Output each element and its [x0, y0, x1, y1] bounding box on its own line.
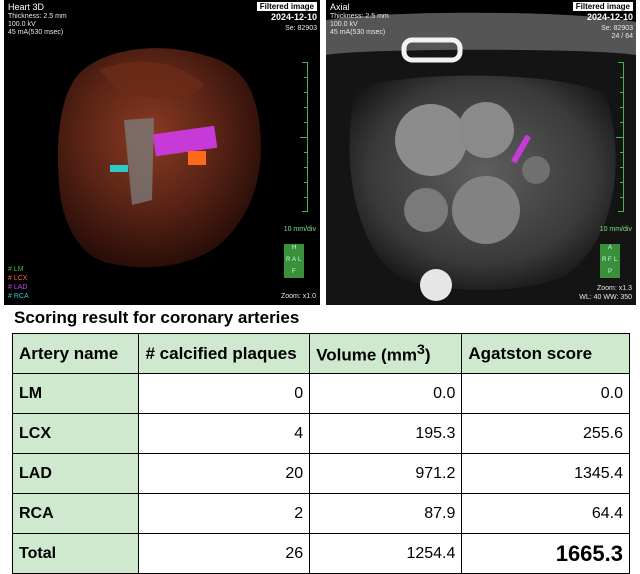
header-volume: Volume (mm3): [309, 333, 463, 374]
axial-viewport[interactable]: Axial Thickness: 2.5 mm 100.0 kV 45 mA(5…: [326, 0, 636, 305]
legend-lad: # LAD: [8, 284, 28, 291]
legend-lm: # LM: [8, 266, 24, 273]
zoom-label: Zoom: x1.0: [280, 293, 316, 300]
series-label: Se: 82903: [601, 25, 633, 32]
volume-value: 1254.4: [309, 533, 463, 574]
plaque-count: 4: [138, 413, 311, 454]
ma-label: 45 mA(530 msec): [8, 29, 64, 36]
table-row-lcx: LCX 4 195.3 255.6: [11, 413, 630, 454]
filtered-image-badge: Filtered image: [256, 2, 317, 11]
study-date: 2024-12-10: [270, 12, 317, 22]
table-row-total: Total 26 1254.4 1665.3: [11, 533, 630, 574]
lcx-plaque: [188, 151, 206, 165]
volume-value: 195.3: [309, 413, 463, 454]
agatston-total-value: 1665.3: [461, 533, 630, 574]
scale-ruler: [297, 62, 308, 212]
header-artery-name: Artery name: [11, 333, 140, 374]
heart-3d-render: [57, 48, 261, 268]
header-volume-exponent: 3: [416, 341, 425, 358]
zoom-label: Zoom: x1.3: [596, 285, 632, 292]
header-volume-close: ): [424, 345, 431, 365]
artery-name: LCX: [11, 413, 140, 454]
scale-ruler: [613, 62, 624, 212]
header-agatston-score: Agatston score: [461, 333, 630, 374]
header-volume-text: Volume (mm: [316, 345, 417, 365]
thickness-label: Thickness: 2.5 mm: [330, 13, 389, 20]
header-calcified-plaques: # calcified plaques: [138, 333, 311, 374]
window-level-label: WL: 40 WW: 350: [579, 294, 632, 301]
agatston-value: 64.4: [461, 493, 630, 534]
scale-label: 10 mm/div: [599, 226, 632, 233]
legend-rca: # RCA: [8, 293, 29, 300]
study-date: 2024-12-10: [586, 12, 633, 22]
viewport-title: Heart 3D: [8, 2, 45, 12]
table-row-lm: LM 0 0.0 0.0: [11, 373, 630, 414]
scoring-table: Artery name # calcified plaques Volume (…: [11, 333, 630, 574]
filtered-image-badge: Filtered image: [572, 2, 633, 11]
kv-label: 100.0 kV: [8, 21, 36, 28]
agatston-value: 1345.4: [461, 453, 630, 494]
rca-plaque: [110, 165, 128, 172]
thickness-label: Thickness: 2.5 mm: [8, 13, 67, 20]
plaque-count: 0: [138, 373, 311, 414]
image-number-label: 24 / 64: [611, 33, 633, 40]
series-label: Se: 82903: [285, 25, 317, 32]
axial-ct-slice: [326, 12, 636, 305]
scale-label: 10 mm/div: [283, 226, 316, 233]
table-header-row: Artery name # calcified plaques Volume (…: [11, 333, 630, 374]
legend-lcx: # LCX: [8, 275, 28, 282]
volume-value: 0.0: [309, 373, 463, 414]
artery-name: LAD: [11, 453, 140, 494]
volume-value: 971.2: [309, 453, 463, 494]
plaque-count: 20: [138, 453, 311, 494]
kv-label: 100.0 kV: [330, 21, 358, 28]
table-row-lad: LAD 20 971.2 1345.4: [11, 453, 630, 494]
volume-value: 87.9: [309, 493, 463, 534]
heart-3d-viewport[interactable]: Heart 3D Thickness: 2.5 mm 100.0 kV 45 m…: [4, 0, 320, 305]
agatston-value: 0.0: [461, 373, 630, 414]
artery-name: Total: [11, 533, 140, 574]
ma-label: 45 mA(530 msec): [330, 29, 386, 36]
plaque-count: 26: [138, 533, 311, 574]
plaque-count: 2: [138, 493, 311, 534]
artery-name: RCA: [11, 493, 140, 534]
agatston-value: 255.6: [461, 413, 630, 454]
table-row-rca: RCA 2 87.9 64.4: [11, 493, 630, 534]
viewport-title: Axial: [330, 2, 350, 12]
scoring-result-title: Scoring result for coronary arteries: [14, 308, 300, 327]
artery-legend: # LM # LCX # LAD # RCA: [8, 265, 29, 301]
artery-name: LM: [11, 373, 140, 414]
